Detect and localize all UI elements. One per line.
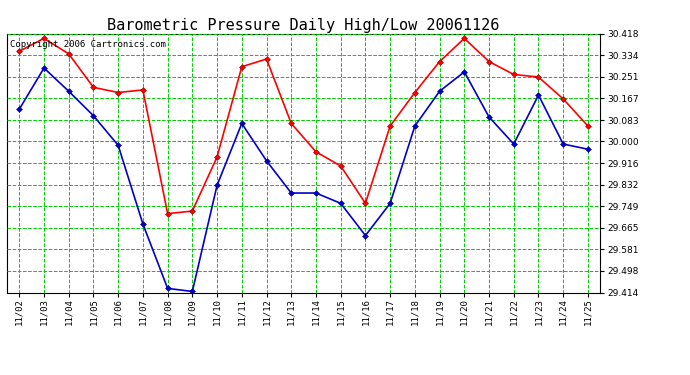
Title: Barometric Pressure Daily High/Low 20061126: Barometric Pressure Daily High/Low 20061… [108,18,500,33]
Text: Copyright 2006 Cartronics.com: Copyright 2006 Cartronics.com [10,40,166,49]
